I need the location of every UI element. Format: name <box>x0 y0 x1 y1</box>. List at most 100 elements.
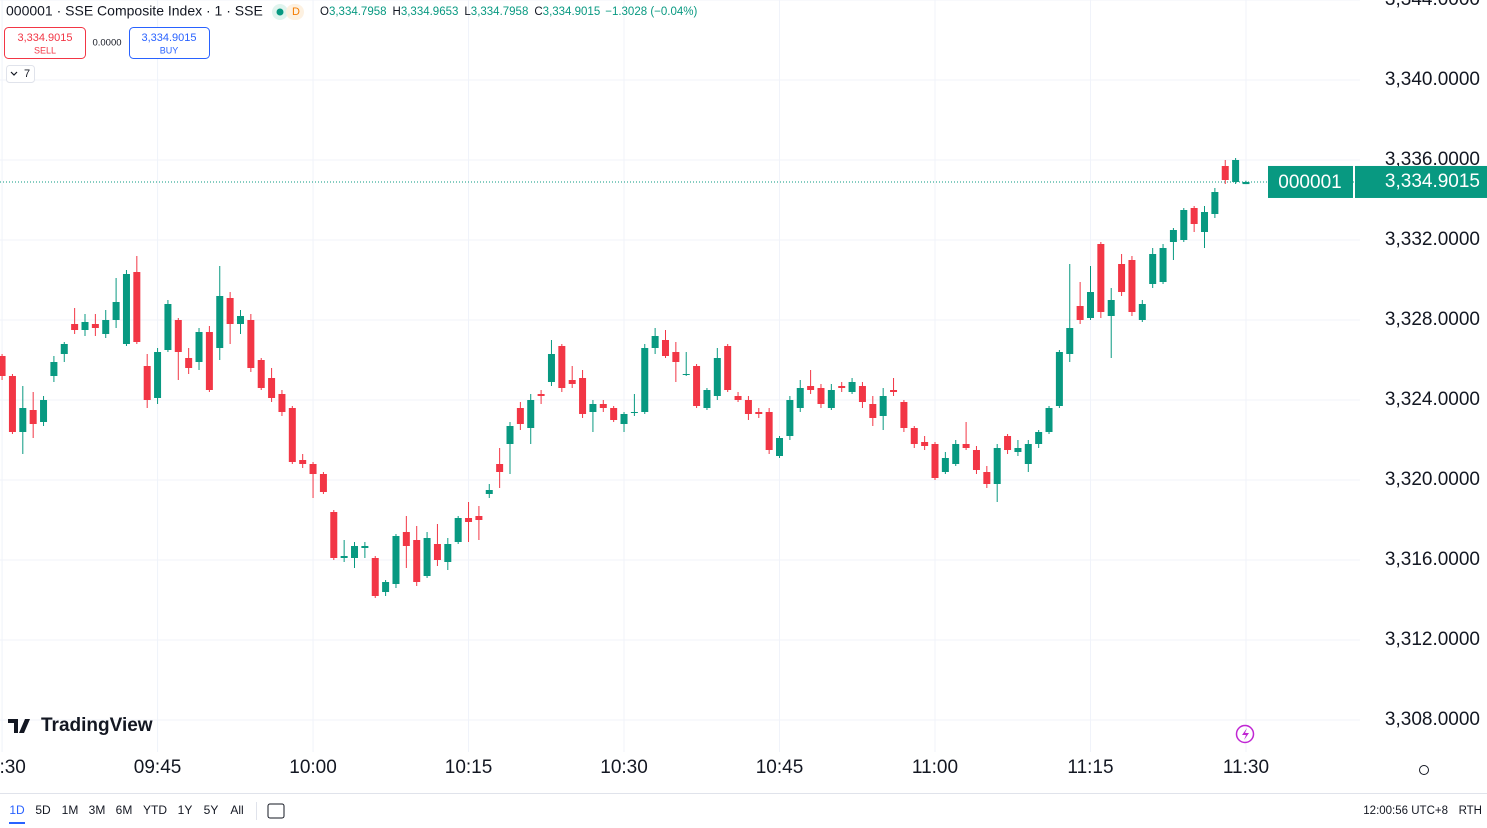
candle <box>755 408 763 418</box>
candle-body <box>983 472 991 484</box>
symbol: 000001 · SSE Composite Index · 1 · SSE <box>6 3 263 19</box>
range-buttons: 1D 5D 1M 3M 6M YTD 1Y 5Y All <box>9 803 244 824</box>
candle-body <box>40 400 48 422</box>
candle-body <box>1097 244 1105 312</box>
candle-body <box>641 348 649 412</box>
range-button[interactable]: YTD <box>143 803 167 817</box>
ohlc-key: L <box>464 6 471 18</box>
ohlc-key: H <box>393 6 401 18</box>
candle <box>112 278 120 328</box>
candle <box>1118 254 1126 296</box>
candle <box>807 370 815 394</box>
candle <box>724 344 732 392</box>
x-tick-label: 11:15 <box>1067 757 1113 778</box>
sell-button[interactable] <box>4 27 86 59</box>
range-button[interactable]: 1D <box>9 803 25 817</box>
range-button[interactable]: 6M <box>116 803 133 817</box>
candle <box>1024 440 1032 472</box>
bolt-icon[interactable] <box>1235 724 1255 744</box>
range-button[interactable]: 1M <box>62 803 79 817</box>
candle <box>60 342 68 362</box>
x-tick-label: 11:30 <box>1223 757 1269 778</box>
candle <box>247 314 255 372</box>
range-button[interactable]: 5Y <box>204 803 219 817</box>
range-button[interactable]: 1Y <box>178 803 193 817</box>
candle <box>236 310 244 334</box>
candle-body <box>796 388 804 408</box>
flag: D <box>292 6 300 18</box>
candle-body <box>91 324 99 328</box>
candle <box>496 448 504 488</box>
candle-body <box>724 346 732 390</box>
sell-price: 3,334.9015 <box>17 32 72 44</box>
candle-body <box>71 324 79 330</box>
ohlc-value: −1.3028 (−0.04%) <box>605 6 697 18</box>
candle-body <box>941 458 949 472</box>
candle <box>890 378 898 396</box>
candle-body <box>154 352 162 398</box>
candle <box>278 390 286 416</box>
candle <box>143 354 151 408</box>
candle <box>879 388 887 430</box>
candle <box>599 400 607 412</box>
candle-body <box>1138 304 1146 320</box>
candle <box>568 366 576 388</box>
candle-body <box>278 394 286 412</box>
candle <box>786 396 794 440</box>
candle-body <box>392 536 400 584</box>
candle-body <box>527 400 535 428</box>
candle <box>413 526 421 586</box>
candle <box>900 400 908 432</box>
candle-body <box>993 448 1001 484</box>
range-button[interactable]: All <box>230 803 243 817</box>
candle <box>537 390 545 404</box>
candle-body <box>713 358 721 396</box>
candle-body <box>351 546 359 558</box>
ohlc-value: 3,334.9015 <box>543 6 601 18</box>
candle-body <box>382 582 390 592</box>
candle-body <box>402 532 410 546</box>
settings-icon[interactable] <box>1419 765 1429 775</box>
candle <box>475 506 483 540</box>
candle-body <box>1024 444 1032 464</box>
candle <box>226 292 234 344</box>
range-button[interactable]: 5D <box>35 803 51 817</box>
candle-body <box>890 390 898 392</box>
candle <box>351 542 359 568</box>
candle <box>299 454 307 468</box>
candle-body <box>340 556 348 558</box>
candle <box>1180 208 1188 242</box>
range-button[interactable]: 3M <box>89 803 106 817</box>
candle-body <box>371 558 379 596</box>
x-tick-label: 09:45 <box>134 757 182 778</box>
flag-bg <box>286 4 304 20</box>
candle <box>423 532 431 578</box>
logo-mark <box>8 719 30 733</box>
candle <box>693 364 701 408</box>
candle <box>651 328 659 354</box>
candle-body <box>1086 292 1094 318</box>
date-range-icon[interactable] <box>267 803 285 819</box>
candle-body <box>817 388 825 404</box>
candle-body <box>330 512 338 558</box>
candle-body <box>838 386 846 388</box>
indicators-toggle[interactable] <box>6 65 35 83</box>
candle <box>361 542 369 558</box>
candle <box>319 472 327 494</box>
candle <box>485 484 493 498</box>
session[interactable]: RTH <box>1459 805 1482 817</box>
candle <box>848 378 856 394</box>
candle <box>713 348 721 400</box>
ohlc-legend: O3,334.7958 H3,334.9653 L3,334.7958 C3,334.… <box>320 6 697 18</box>
candle-body <box>143 366 151 400</box>
ohlc-value: 3,334.7958 <box>471 6 529 18</box>
candle <box>288 406 296 464</box>
ohlc-key: C <box>534 6 542 18</box>
candle <box>91 314 99 336</box>
candle-body <box>807 386 815 390</box>
candle-body <box>205 332 213 390</box>
candle <box>796 380 804 412</box>
candle <box>972 446 980 474</box>
buy-button[interactable] <box>129 27 210 59</box>
